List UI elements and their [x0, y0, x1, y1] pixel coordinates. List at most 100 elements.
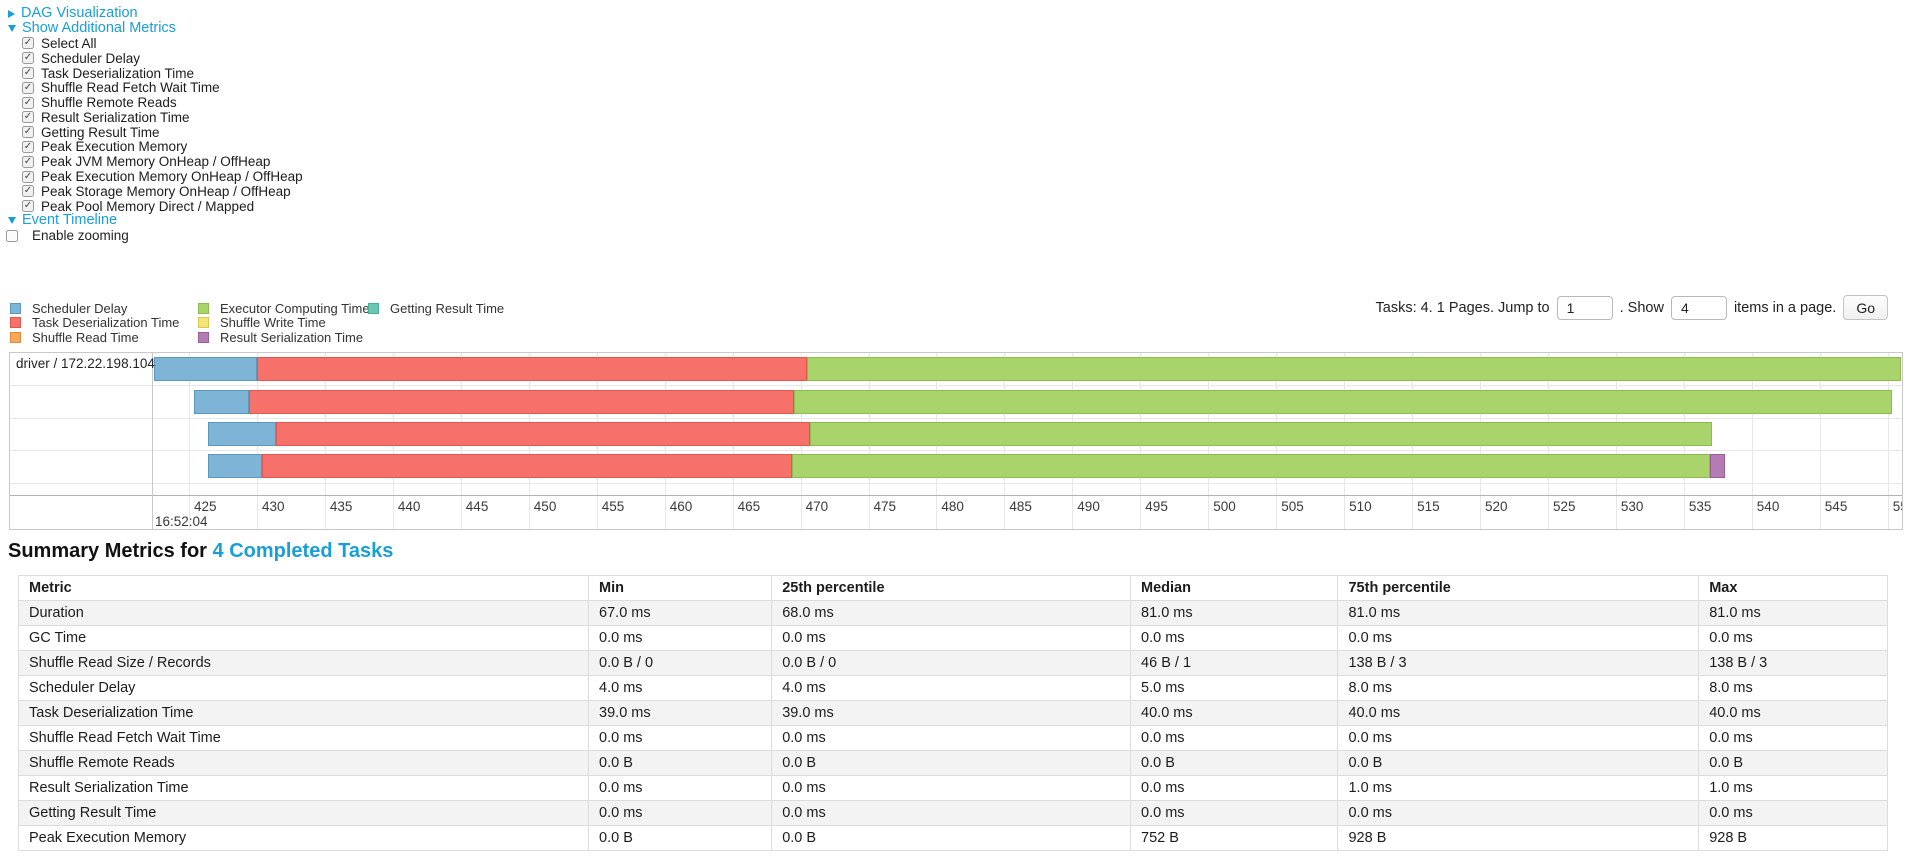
- table-cell: 67.0 ms: [588, 600, 773, 626]
- metric-checkbox-item[interactable]: ✓ Task Deserialization Time: [22, 66, 303, 81]
- metric-checkbox-item[interactable]: ✓ Shuffle Read Fetch Wait Time: [22, 80, 303, 95]
- checkbox-checked-icon[interactable]: ✓: [22, 111, 34, 124]
- task-bar-segment-result-serialization[interactable]: [1709, 454, 1725, 478]
- table-cell: GC Time: [17, 625, 590, 651]
- checkbox-checked-icon[interactable]: ✓: [22, 200, 34, 213]
- enable-zooming-row[interactable]: Enable zooming: [6, 228, 129, 243]
- checkbox-checked-icon[interactable]: ✓: [22, 96, 34, 109]
- table-cell: 138 B / 3: [1337, 650, 1700, 676]
- axis-tick-label: 445: [465, 499, 489, 514]
- table-cell: Getting Result Time: [17, 800, 590, 826]
- checkbox-checked-icon[interactable]: ✓: [22, 66, 34, 79]
- checkbox-unchecked-icon[interactable]: [6, 229, 18, 242]
- table-row: Result Serialization Time 0.0 ms 0.0 ms 0.0…: [17, 775, 1888, 801]
- task-deserialization-swatch-icon: [10, 317, 21, 329]
- task-bar-segment-executor-computing[interactable]: [792, 454, 1710, 478]
- go-button[interactable]: Go: [1843, 295, 1888, 320]
- legend-label: Shuffle Write Time: [220, 315, 326, 331]
- checkbox-checked-icon[interactable]: ✓: [22, 81, 34, 94]
- checkbox-checked-icon[interactable]: ✓: [22, 140, 34, 153]
- event-timeline-toggle[interactable]: Event Timeline: [8, 213, 117, 228]
- task-bar-segment-task-deserialization[interactable]: [262, 454, 793, 478]
- legend-column: Executor Computing Time Shuffle Write Tim…: [198, 301, 370, 345]
- legend-item: Executor Computing Time: [198, 301, 370, 316]
- axis-time-label: 16:52:04: [155, 514, 208, 529]
- task-bar-segment-executor-computing[interactable]: [807, 357, 1902, 381]
- checkbox-checked-icon[interactable]: ✓: [22, 37, 34, 50]
- table-cell: 0.0 ms: [771, 775, 1132, 801]
- metrics-checkbox-list: ✓ Select All ✓ Scheduler Delay ✓ Task Deseria…: [22, 36, 303, 214]
- show-additional-metrics-link[interactable]: Show Additional Metrics: [22, 20, 176, 36]
- task-bar-segment-executor-computing[interactable]: [810, 422, 1713, 446]
- legend-label: Shuffle Read Time: [32, 329, 139, 345]
- metric-checkbox-label: Select All: [41, 35, 97, 51]
- axis-tick-label: 505: [1281, 499, 1304, 514]
- table-cell: 0.0 ms: [771, 725, 1132, 751]
- checkbox-checked-icon[interactable]: ✓: [22, 126, 34, 139]
- table-cell: 0.0 ms: [588, 775, 773, 801]
- table-cell: 8.0 ms: [1337, 675, 1700, 701]
- task-bar-segment-task-deserialization[interactable]: [248, 390, 794, 414]
- axis-tick-label: 545: [1824, 499, 1848, 514]
- metric-checkbox-item[interactable]: ✓ Peak Pool Memory Direct / Mapped: [22, 199, 303, 214]
- table-cell: 928 B: [1337, 825, 1700, 851]
- task-bar-segment-scheduler-delay[interactable]: [153, 357, 257, 381]
- legend-item: Shuffle Read Time: [10, 330, 198, 345]
- table-cell: 0.0 ms: [588, 625, 773, 651]
- axis-tick-label: 495: [1145, 499, 1168, 514]
- axis-tick-label: 500: [1213, 499, 1236, 514]
- table-row: Task Deserialization Time 39.0 ms 39.0 ms 4…: [17, 700, 1888, 726]
- jump-to-page-input[interactable]: [1556, 295, 1613, 320]
- checkbox-checked-icon[interactable]: ✓: [22, 170, 34, 183]
- row-separator-line: [10, 450, 1902, 451]
- shuffle-read-swatch-icon: [10, 331, 21, 343]
- task-bar-segment-scheduler-delay[interactable]: [208, 454, 263, 478]
- task-bar-segment-executor-computing[interactable]: [793, 390, 1892, 414]
- legend-label: Scheduler Delay: [32, 300, 128, 316]
- metric-checkbox-label: Peak Execution Memory: [41, 139, 188, 155]
- axis-tick-label: 490: [1077, 499, 1100, 514]
- table-cell: 0.0 ms: [1698, 800, 1888, 826]
- event-timeline-link[interactable]: Event Timeline: [22, 212, 118, 228]
- metric-checkbox-item[interactable]: ✓ Peak JVM Memory OnHeap / OffHeap: [22, 154, 303, 169]
- metric-checkbox-item[interactable]: ✓ Select All: [22, 36, 303, 51]
- items-per-page-input[interactable]: [1670, 295, 1727, 320]
- table-cell: 0.0 B: [1698, 750, 1888, 776]
- checkbox-checked-icon[interactable]: ✓: [22, 185, 34, 198]
- legend-item: Task Deserialization Time: [10, 315, 198, 330]
- metric-checkbox-item[interactable]: ✓ Peak Execution Memory: [22, 139, 303, 155]
- task-bar-segment-scheduler-delay[interactable]: [194, 390, 249, 414]
- table-cell: 40.0 ms: [1337, 700, 1700, 726]
- table-header-cell: Metric: [17, 575, 590, 601]
- table-cell: 68.0 ms: [771, 600, 1132, 626]
- metric-checkbox-item[interactable]: ✓ Scheduler Delay: [22, 51, 303, 66]
- scheduler-delay-swatch-icon: [10, 302, 21, 314]
- table-cell: 0.0 ms: [1337, 625, 1700, 651]
- checkbox-checked-icon[interactable]: ✓: [22, 155, 34, 168]
- table-cell: 4.0 ms: [771, 675, 1132, 701]
- axis-tick-label: 535: [1688, 499, 1712, 514]
- axis-tick-label: 435: [329, 499, 353, 514]
- event-timeline-chart: driver / 172.22.198.104 16:52:04 425 430 4…: [9, 352, 1903, 530]
- task-bar-segment-task-deserialization[interactable]: [257, 357, 808, 381]
- checkbox-checked-icon[interactable]: ✓: [22, 52, 34, 65]
- metric-checkbox-item[interactable]: ✓ Peak Storage Memory OnHeap / OffHeap: [22, 184, 303, 199]
- table-cell: Shuffle Remote Reads: [17, 750, 590, 776]
- dag-visualization-link[interactable]: DAG Visualization: [21, 5, 138, 21]
- row-separator-line: [10, 418, 1902, 419]
- metric-checkbox-item[interactable]: ✓ Getting Result Time: [22, 125, 303, 140]
- task-bar-segment-scheduler-delay[interactable]: [208, 422, 276, 446]
- table-cell: 0.0 B: [1337, 750, 1700, 776]
- table-cell: 0.0 ms: [1698, 625, 1888, 651]
- metric-checkbox-item[interactable]: ✓ Result Serialization Time: [22, 110, 303, 125]
- items-in-page-text: items in a page.: [1733, 299, 1837, 316]
- table-cell: 0.0 B: [588, 825, 773, 851]
- task-bar-segment-task-deserialization[interactable]: [276, 422, 811, 446]
- show-additional-metrics-toggle[interactable]: Show Additional Metrics: [8, 21, 176, 36]
- table-cell: 138 B / 3: [1698, 650, 1888, 676]
- table-cell: Result Serialization Time: [17, 775, 590, 801]
- dag-visualization-toggle[interactable]: DAG Visualization: [8, 6, 138, 21]
- metric-checkbox-item[interactable]: ✓ Shuffle Remote Reads: [22, 95, 303, 110]
- collapsed-arrow-icon: [8, 9, 15, 18]
- metric-checkbox-item[interactable]: ✓ Peak Execution Memory OnHeap / OffHeap: [22, 169, 303, 184]
